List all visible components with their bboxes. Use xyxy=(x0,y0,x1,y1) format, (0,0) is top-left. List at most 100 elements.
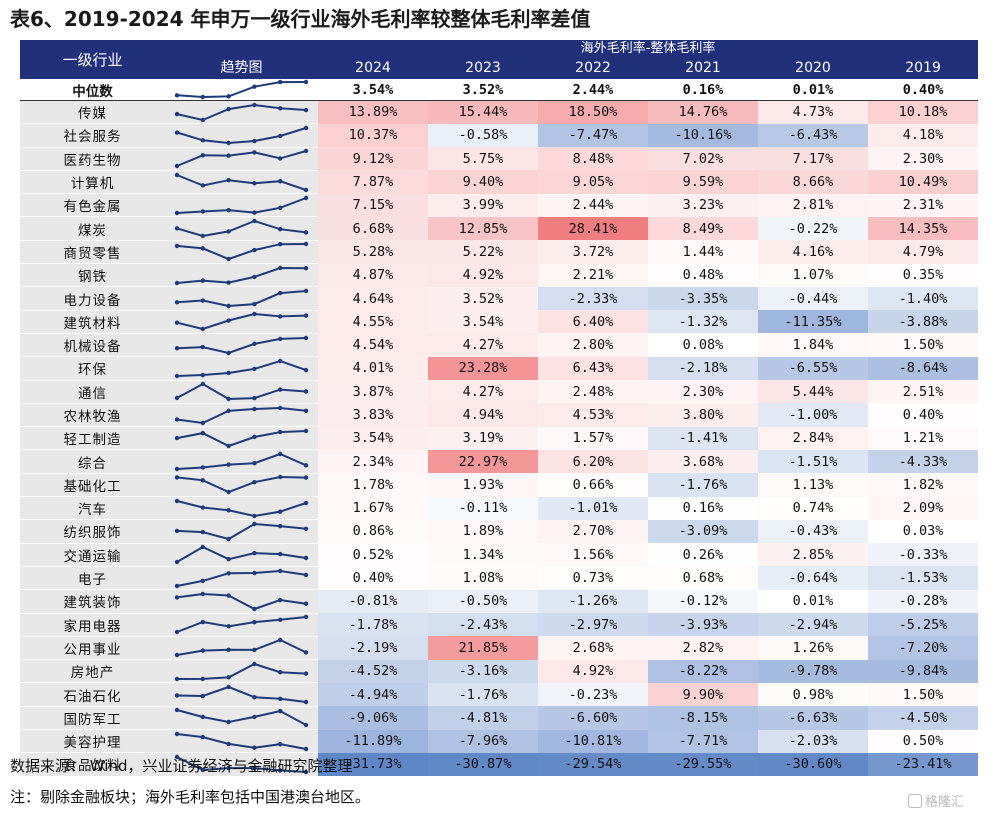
sparkline-point xyxy=(303,601,309,606)
industry-name: 通信 xyxy=(20,380,165,404)
industry-name: 美容护理 xyxy=(20,729,165,754)
trend-cell xyxy=(165,356,318,381)
value-cell-2024: 7.15% xyxy=(318,193,428,217)
sparkline-line xyxy=(176,453,307,471)
value-cell-2020: -11.35% xyxy=(758,310,868,334)
value-cell-2022: -2.33% xyxy=(538,286,648,311)
sparkline-point xyxy=(303,572,309,577)
value-cell-2022: 3.72% xyxy=(538,240,648,264)
value-cell-2019: -8.64% xyxy=(868,356,979,381)
trend-cell xyxy=(165,240,318,265)
sparkline-point xyxy=(226,408,231,413)
value-cell-2024: 0.40% xyxy=(318,566,428,590)
sparkline-point xyxy=(226,370,231,376)
trend-sparkline xyxy=(174,614,309,635)
sparkline-point xyxy=(174,435,180,441)
value-cell-2021: -1.41% xyxy=(648,426,758,450)
trend-cell xyxy=(165,263,318,288)
sparkline-point xyxy=(303,389,309,394)
value-cell-2023: 1.89% xyxy=(428,519,538,544)
value-cell-2019: 14.35% xyxy=(868,216,979,241)
industry-name: 电子 xyxy=(20,566,165,591)
value-cell-2020: -0.22% xyxy=(758,216,868,241)
table-row: 建筑装饰 -0.81% -0.50% -1.26% -0.12% 0.01% -0.28% xyxy=(20,589,979,614)
sparkline-point xyxy=(174,244,180,249)
value-cell-2021: 7.02% xyxy=(648,147,758,171)
industry-name: 商贸零售 xyxy=(20,240,165,265)
value-cell-2023: 3.54% xyxy=(428,310,538,334)
year-header-2019: 2019 xyxy=(868,57,979,79)
trend-sparkline xyxy=(174,358,309,379)
sparkline-point xyxy=(226,684,231,690)
sparkline-point xyxy=(174,676,180,681)
trend-header: 趋势图 xyxy=(165,57,318,79)
sparkline-point xyxy=(200,382,205,387)
sparkline-point xyxy=(174,466,180,472)
trend-sparkline xyxy=(174,731,309,751)
sparkline-point xyxy=(278,133,283,139)
sparkline-point xyxy=(226,570,231,576)
footnote: 注：剔除金融板块；海外毛利率包括中国港澳台地区。 xyxy=(10,788,371,806)
table-row: 轻工制造 3.54% 3.19% 1.57% -1.41% 2.84% 1.21% xyxy=(20,426,979,451)
table-row: 基础化工 1.78% 1.93% 0.66% -1.76% 1.13% 1.82% xyxy=(20,473,979,498)
sparkline-point xyxy=(278,475,283,480)
sparkline-point xyxy=(200,344,205,349)
value-cell-2023: 1.34% xyxy=(428,543,538,567)
sparkline-point xyxy=(278,451,283,457)
trend-sparkline xyxy=(174,521,309,542)
value-cell-2023: 12.85% xyxy=(428,216,538,241)
value-cell-2021: 0.16% xyxy=(648,496,758,520)
trend-sparkline xyxy=(174,149,309,169)
table-row: 房地产 -4.52% -3.16% 4.92% -8.22% -9.78% -9.84% xyxy=(20,659,979,684)
sparkline-point xyxy=(200,430,205,436)
sparkline-point xyxy=(303,463,309,468)
sparkline-point xyxy=(252,248,257,253)
value-cell-2019: -9.84% xyxy=(868,659,979,683)
sparkline-point xyxy=(226,106,231,111)
value-cell-2024: 10.37% xyxy=(318,123,428,148)
industry-name: 电力设备 xyxy=(20,286,165,311)
sparkline-point xyxy=(200,545,205,550)
value-cell-2020: -1.51% xyxy=(758,449,868,474)
sparkline-point xyxy=(303,195,309,201)
sparkline-point xyxy=(303,187,309,192)
value-cell-2023: -30.87% xyxy=(428,752,538,777)
value-cell-2022: -1.26% xyxy=(538,589,648,614)
sparkline-point xyxy=(278,314,283,319)
sparkline-line xyxy=(176,220,307,238)
watermark-logo-icon xyxy=(908,794,922,808)
sparkline-point xyxy=(174,754,180,760)
sparkline-line xyxy=(176,756,307,773)
sparkline-point xyxy=(174,498,180,503)
value-cell-2024: 4.54% xyxy=(318,333,428,357)
trend-cell xyxy=(165,589,318,614)
sparkline-point xyxy=(252,480,257,485)
value-cell-2023: 22.97% xyxy=(428,449,538,474)
sparkline-point xyxy=(200,693,205,699)
trend-cell xyxy=(165,473,318,498)
sparkline-point xyxy=(278,156,283,161)
median-value-2022: 2.44% xyxy=(538,79,648,101)
trend-sparkline xyxy=(174,79,309,100)
trend-cell xyxy=(165,613,318,637)
sparkline-point xyxy=(303,699,309,705)
trend-sparkline xyxy=(174,568,309,588)
trend-sparkline xyxy=(174,335,309,355)
value-cell-2023: 3.99% xyxy=(428,193,538,217)
sparkline-point xyxy=(252,274,257,279)
table-row: 电子 0.40% 1.08% 0.73% 0.68% -0.64% -1.53% xyxy=(20,566,979,591)
sparkline-point xyxy=(252,180,257,185)
sparkline-line xyxy=(176,243,307,261)
value-cell-2020: -0.43% xyxy=(758,519,868,544)
table-row: 交通运输 0.52% 1.34% 1.56% 0.26% 2.85% -0.33% xyxy=(20,543,979,567)
trend-sparkline xyxy=(174,288,309,309)
year-header-2020: 2020 xyxy=(758,57,868,79)
sparkline-point xyxy=(200,246,205,251)
value-cell-2023: -0.58% xyxy=(428,123,538,148)
value-cell-2022: 2.21% xyxy=(538,263,648,287)
sparkline-point xyxy=(226,350,231,355)
table-title: 表6、2019-2024 年申万一级行业海外毛利率较整体毛利率差值 xyxy=(10,7,591,31)
sparkline-point xyxy=(278,387,283,392)
sparkline-point xyxy=(226,507,231,513)
sparkline-point xyxy=(200,505,205,510)
